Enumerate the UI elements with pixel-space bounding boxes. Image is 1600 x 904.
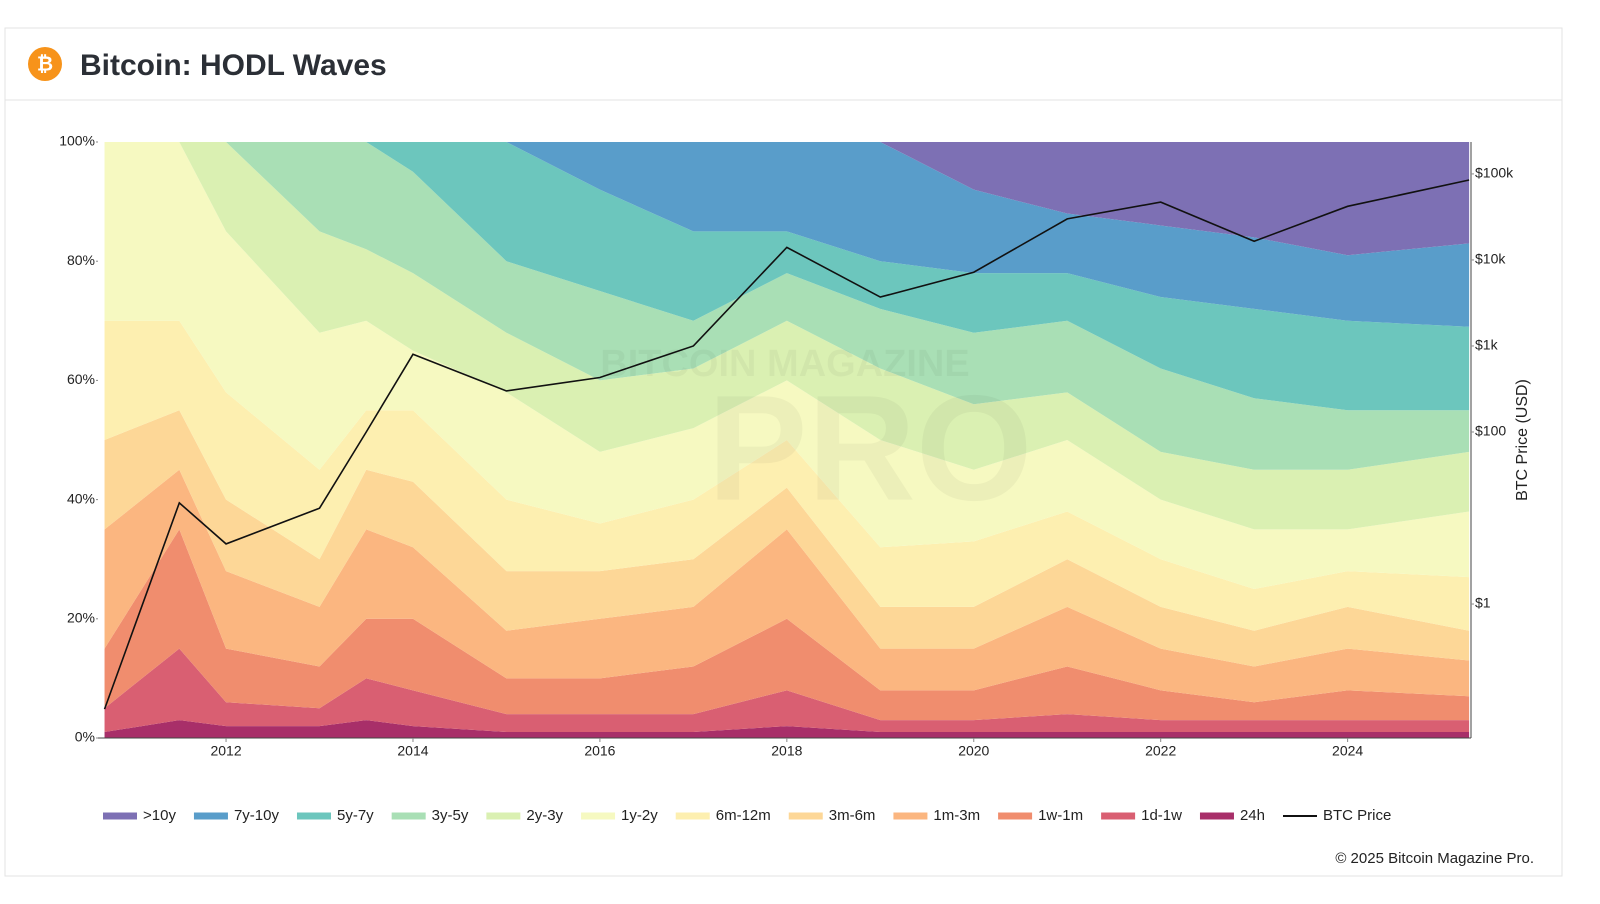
y2-axis-label: BTC Price (USD) <box>1514 379 1531 501</box>
area-band <box>104 142 1470 589</box>
logo-symbol: ₿ <box>37 53 53 75</box>
area-band <box>104 142 1470 327</box>
y-tick-label: 80% <box>67 252 95 268</box>
footer: © 2025 Bitcoin Magazine Pro. <box>1335 850 1534 867</box>
legend-swatch <box>998 812 1033 820</box>
legend-item: 1m-3m <box>893 807 980 824</box>
legend-label: 6m-12m <box>716 807 771 824</box>
x-tick-label: 2024 <box>1332 743 1363 759</box>
plot: 0% 20% 40% 60% 80% 100% 2012 2014 2016 2018 2020 20… <box>59 133 1514 759</box>
area-band <box>104 720 1470 738</box>
legend-swatch <box>193 812 228 820</box>
y-tick-label: 20% <box>67 610 95 626</box>
area-band <box>104 142 1470 411</box>
legend-label: 7y-10y <box>234 807 280 824</box>
legend-swatch <box>581 812 616 820</box>
legend-label: BTC Price <box>1323 807 1391 824</box>
legend-label: 1m-3m <box>933 807 980 824</box>
y2-tick-label: $100 <box>1475 423 1506 439</box>
legend-item: >10y <box>103 807 176 824</box>
legend-item: 24h <box>1199 807 1265 824</box>
legend-label: 2y-3y <box>526 807 563 824</box>
legend-item: 3y-5y <box>391 807 469 824</box>
y2-tick-label: $1k <box>1475 337 1499 353</box>
legend-label: 1w-1m <box>1038 807 1083 824</box>
area-band <box>104 320 1470 631</box>
area-band <box>104 142 1470 470</box>
y2-tick-label: $1 <box>1475 595 1491 611</box>
x-tick-label: 2012 <box>210 743 241 759</box>
legend-swatch <box>675 812 710 820</box>
x-tick-label: 2020 <box>958 743 989 759</box>
legend-label: 3m-6m <box>829 807 876 824</box>
legend-label: 3y-5y <box>432 807 469 824</box>
legend-swatch <box>1101 812 1136 820</box>
legend-item: 2y-3y <box>486 807 564 824</box>
legend-item: 7y-10y <box>193 807 280 824</box>
x-tick-label: 2014 <box>397 743 428 759</box>
y2-tick-label: $100k <box>1475 165 1514 181</box>
legend-item: 1y-2y <box>581 807 658 824</box>
chart-title: Bitcoin: HODL Waves <box>80 49 387 82</box>
legend-swatch <box>1199 812 1234 820</box>
legend-swatch <box>788 812 823 820</box>
legend-label: 5y-7y <box>337 807 374 824</box>
legend-item: 3m-6m <box>788 807 876 824</box>
price-line <box>103 179 1470 710</box>
x-tick-label: 2022 <box>1145 743 1176 759</box>
legend-label: 1y-2y <box>621 807 658 824</box>
legend-label: 24h <box>1240 807 1265 824</box>
legend-item: 1d-1w <box>1101 807 1182 824</box>
area-band <box>104 469 1470 703</box>
x-tick-label: 2016 <box>584 743 615 759</box>
y-tick-label: 40% <box>67 490 95 506</box>
area-band <box>104 529 1470 721</box>
legend-item: 5y-7y <box>296 807 374 824</box>
legend-item: BTC Price <box>1283 807 1391 824</box>
legend-swatch <box>296 812 331 820</box>
legend-swatch <box>486 812 521 820</box>
legend-label: >10y <box>143 807 176 824</box>
legend-item: 1w-1m <box>998 807 1083 824</box>
area-band <box>104 410 1470 667</box>
legend-swatch <box>103 812 137 820</box>
legend-swatch <box>391 812 426 820</box>
logo <box>28 47 62 81</box>
watermark: PRO <box>707 364 1032 532</box>
y-tick-label: 0% <box>75 729 95 745</box>
y-tick-label: 60% <box>67 371 95 387</box>
area-band <box>104 648 1470 733</box>
x-tick-label: 2018 <box>771 743 802 759</box>
area-band <box>104 142 1470 530</box>
legend-item: 6m-12m <box>675 807 771 824</box>
y2-tick-label: $10k <box>1475 251 1506 267</box>
area-band <box>104 142 1470 256</box>
legend-label: 1d-1w <box>1141 807 1182 824</box>
y-tick-label: 100% <box>59 133 95 149</box>
legend-swatch <box>893 812 928 820</box>
